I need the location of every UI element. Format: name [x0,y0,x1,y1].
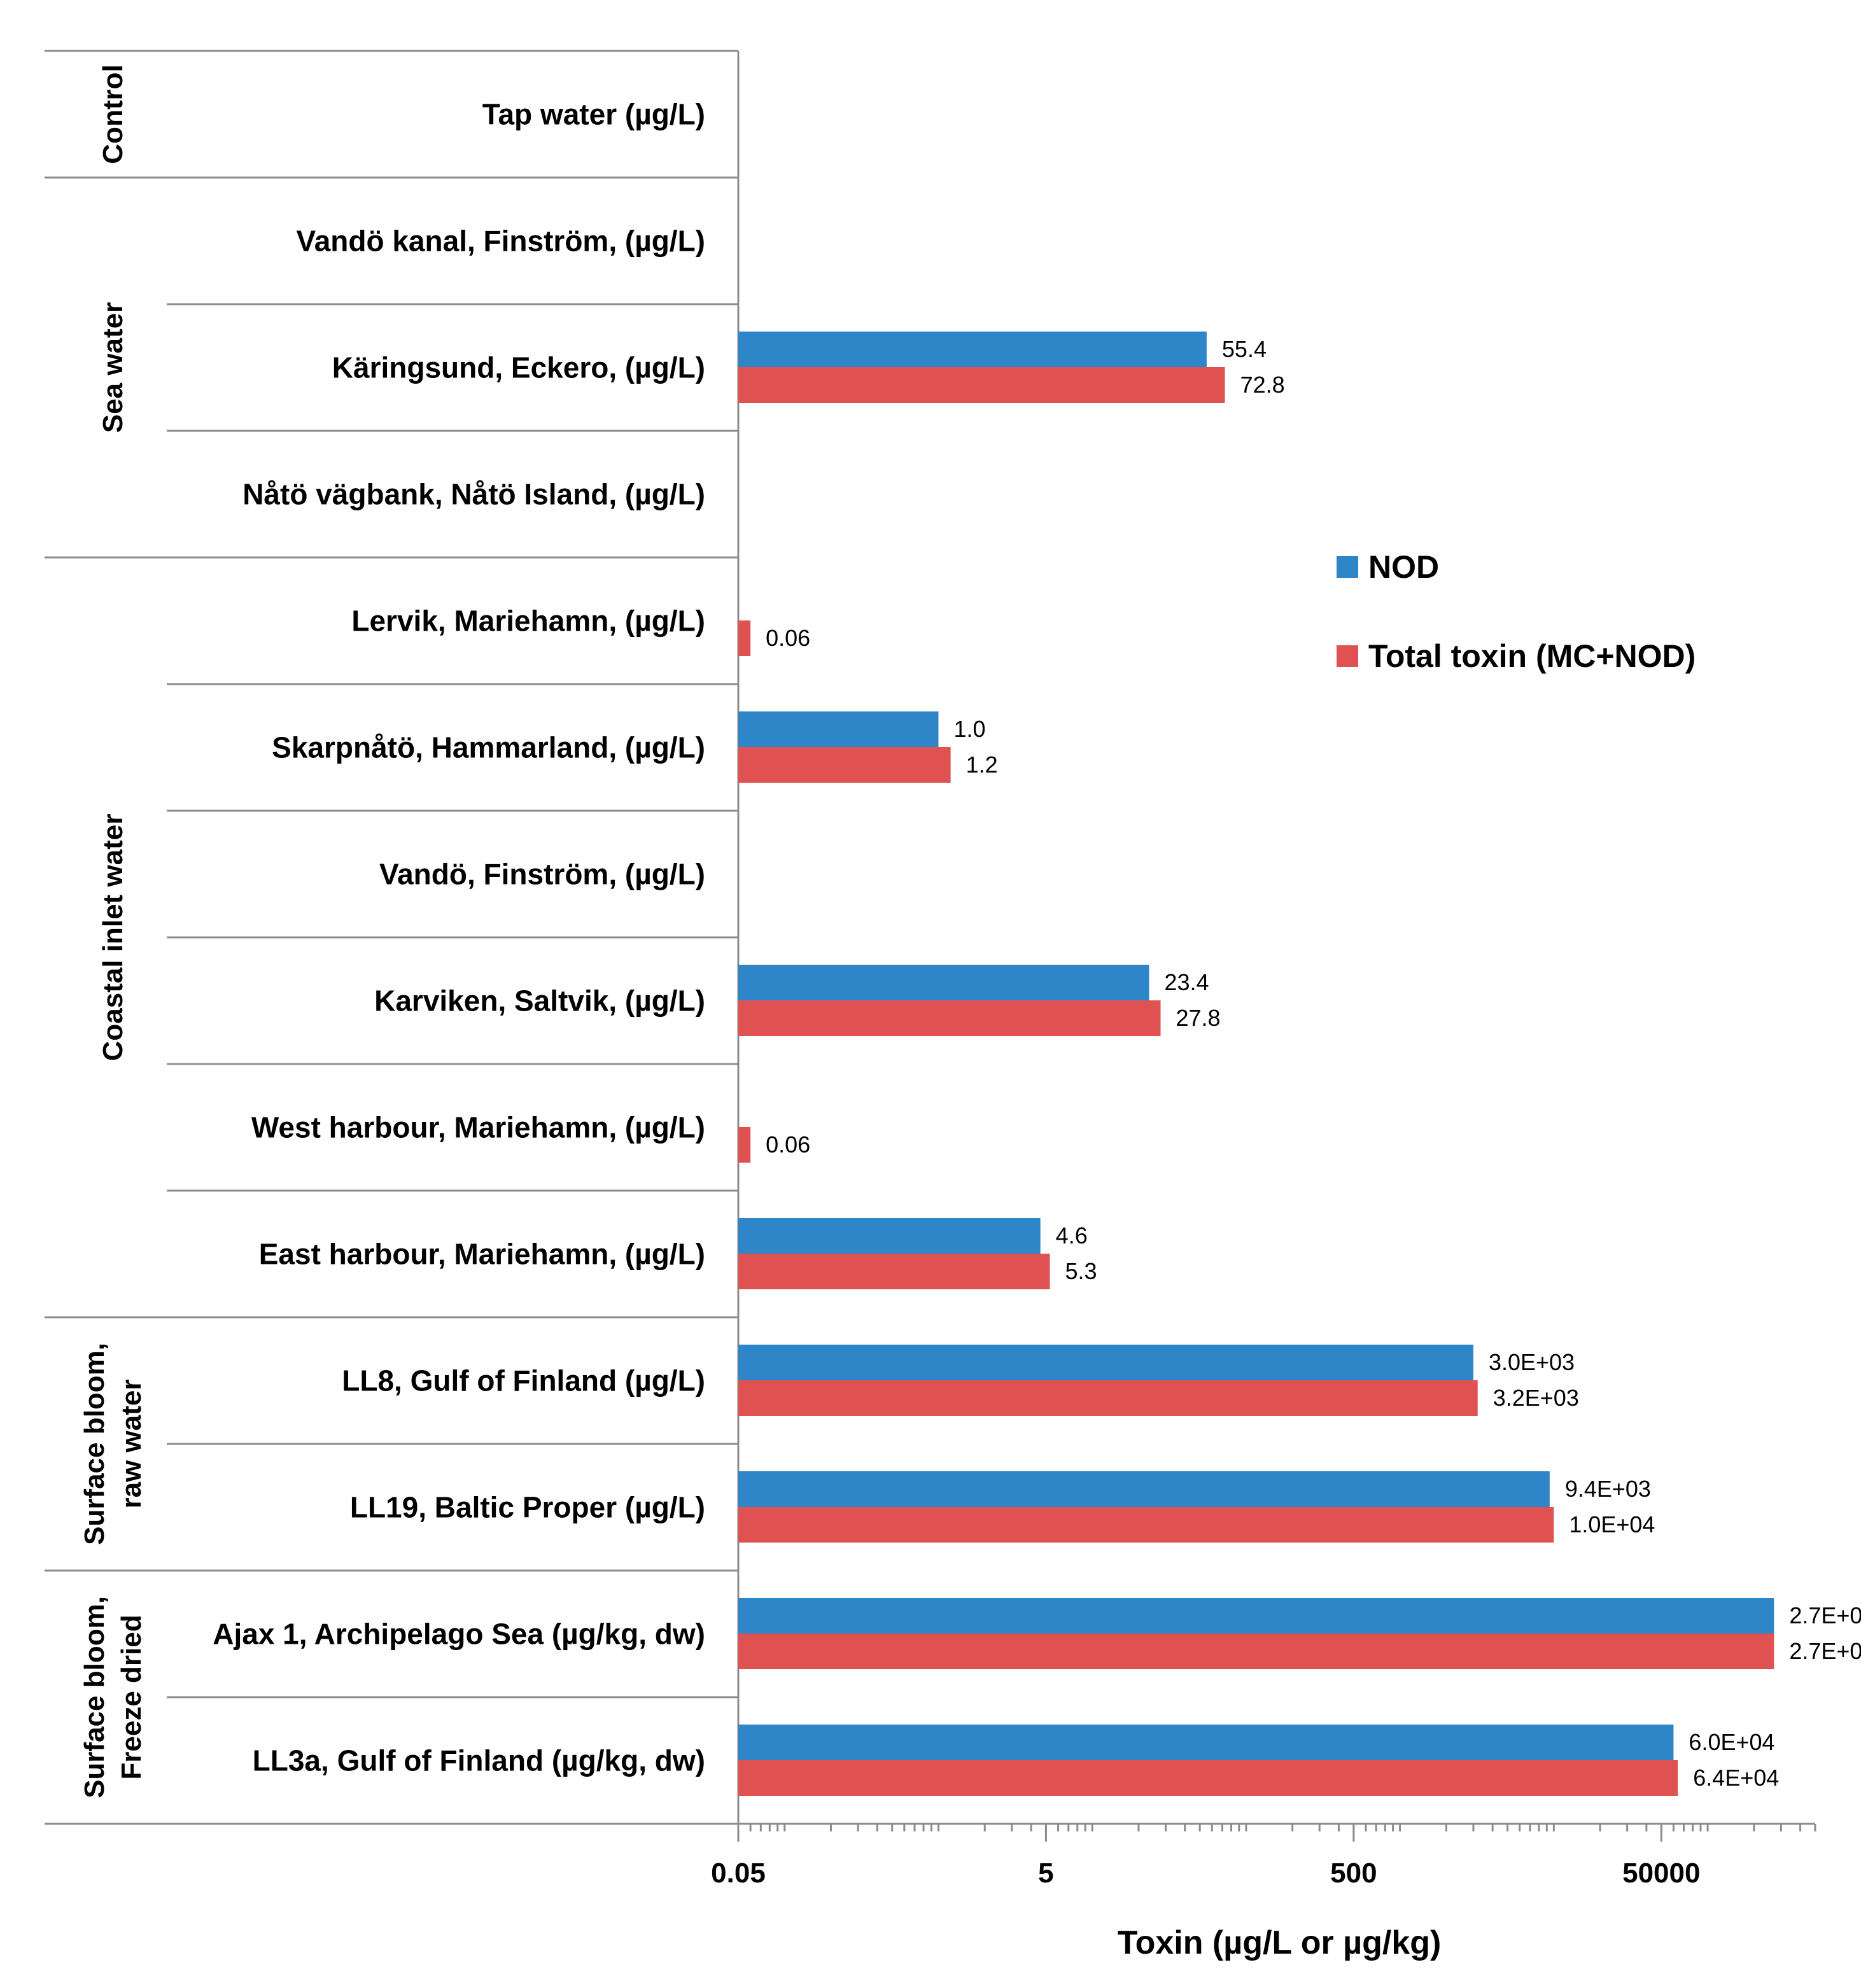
group-label-surface-bloom-raw-water: Surface bloom, raw water [79,1343,147,1545]
value-label-nod: 3.0E+03 [1489,1349,1575,1375]
bar-total [738,367,1225,403]
category-label: Skarpnåtö, Hammarland, (µg/L) [272,731,705,764]
value-label-nod: 2.7E+05 [1789,1602,1861,1628]
value-label-nod: 6.0E+04 [1689,1729,1774,1755]
legend-label-total: Total toxin (MC+NOD) [1368,638,1696,674]
category-label: Nåtö vägbank, Nåtö Island, (µg/L) [242,478,705,511]
category-label: Vandö, Finström, (µg/L) [379,858,705,891]
category-label: LL3a, Gulf of Finland (µg/kg, dw) [253,1744,705,1777]
group-label-line: Surface bloom, [79,1343,110,1545]
labels: Control Sea water Coastal inlet water Surfa… [79,64,1861,1798]
x-tick-label: 500 [1330,1858,1377,1889]
value-label-total: 1.2 [966,752,998,778]
bar-nod [738,711,939,747]
bar-total [738,747,951,783]
x-tick-label: 0.05 [711,1858,766,1889]
bar-nod [738,965,1149,1000]
x-axis-title: Toxin (µg/L or µg/kg) [1118,1924,1442,1961]
category-label: Tap water (µg/L) [482,98,705,131]
legend-swatch-nod [1337,556,1358,578]
category-label: LL8, Gulf of Finland (µg/L) [342,1364,705,1397]
value-label-total: 3.2E+03 [1493,1385,1579,1411]
value-label-nod: 9.4E+03 [1565,1476,1651,1502]
x-tick-label: 5 [1038,1858,1053,1889]
bar-total [738,620,751,656]
category-label: Karviken, Saltvik, (µg/L) [374,984,705,1018]
category-label: Vandö kanal, Finström, (µg/L) [297,225,705,258]
bar-nod [738,1725,1674,1760]
category-label: Lervik, Mariehamn, (µg/L) [351,605,705,638]
value-label-nod: 55.4 [1222,336,1267,362]
bar-total [738,1254,1050,1289]
bar-total [738,1507,1554,1543]
value-label-total: 5.3 [1065,1258,1097,1284]
bar-total [738,1760,1678,1796]
x-axis: 0.05 5 500 50000 [45,1823,1816,1889]
value-label-nod: 23.4 [1164,969,1209,995]
bar-total [738,1380,1478,1416]
value-label-nod: 4.6 [1056,1222,1088,1249]
x-tick-label: 50000 [1622,1858,1700,1889]
legend-label-nod: NOD [1368,549,1439,585]
value-label-total: 6.4E+04 [1693,1765,1779,1791]
group-label-line: raw water [116,1380,147,1509]
category-label: Käringsund, Eckero, (µg/L) [332,351,705,384]
value-label-total: 72.8 [1240,372,1285,398]
bar-nod [738,1345,1473,1380]
group-label-coastal-inlet-water: Coastal inlet water [97,814,129,1061]
group-label-line: Coastal inlet water [97,814,129,1061]
value-label-nod: 1.0 [953,716,985,742]
group-label-control: Control [97,64,129,164]
category-label: East harbour, Mariehamn, (µg/L) [259,1238,705,1271]
bar-nod [738,332,1207,367]
value-label-total: 27.8 [1176,1005,1221,1031]
category-label: Ajax 1, Archipelago Sea (µg/kg, dw) [213,1618,705,1651]
group-label-line: Control [97,64,129,164]
category-label: West harbour, Mariehamn, (µg/L) [251,1111,705,1144]
group-label-line: Sea water [97,302,129,433]
group-label-line: Freeze dried [116,1614,147,1779]
value-label-total: 1.0E+04 [1569,1511,1655,1537]
bar-total [738,1127,751,1163]
bar-total [738,1634,1774,1669]
bar-total [738,1000,1161,1036]
group-label-line: Surface bloom, [79,1596,110,1798]
category-label: LL19, Baltic Proper (µg/L) [350,1491,705,1524]
legend: NOD Total toxin (MC+NOD) [1337,549,1696,674]
chart-frame [45,50,740,1825]
group-label-surface-bloom-freeze-dried: Surface bloom, Freeze dried [79,1596,147,1798]
bar-nod [738,1598,1774,1634]
value-label-total: 0.06 [766,1131,810,1158]
bars [738,332,1774,1796]
value-label-total: 2.7E+05 [1789,1638,1861,1664]
value-label-total: 0.06 [766,625,810,651]
group-label-sea-water: Sea water [97,302,129,433]
bar-nod [738,1218,1041,1254]
legend-swatch-total [1337,645,1358,667]
bar-nod [738,1471,1550,1507]
